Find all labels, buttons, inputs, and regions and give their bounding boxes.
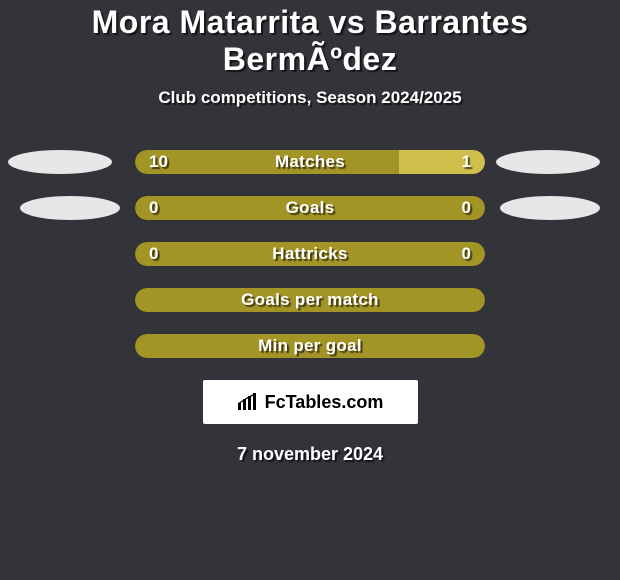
footer-date: 7 november 2024 — [0, 444, 620, 465]
subtitle: Club competitions, Season 2024/2025 — [0, 88, 620, 108]
stat-bar: 0 Goals 0 — [135, 196, 485, 220]
stat-row-hattricks: 0 Hattricks 0 — [0, 242, 620, 266]
chart-icon — [237, 393, 259, 411]
stat-label: Hattricks — [135, 242, 485, 266]
logo-text: FcTables.com — [265, 392, 384, 413]
stat-row-matches: 10 Matches 1 — [0, 150, 620, 174]
left-avatar-ellipse — [8, 150, 112, 174]
stat-label: Matches — [135, 150, 485, 174]
stat-bar: Min per goal — [135, 334, 485, 358]
stat-right-value: 0 — [462, 196, 471, 220]
fctables-logo: FcTables.com — [203, 380, 418, 424]
stat-label: Goals — [135, 196, 485, 220]
stat-label: Min per goal — [135, 334, 485, 358]
left-avatar-ellipse — [20, 196, 120, 220]
stat-bar: 0 Hattricks 0 — [135, 242, 485, 266]
stat-right-value: 1 — [462, 150, 471, 174]
stat-row-min-per-goal: Min per goal — [0, 334, 620, 358]
right-avatar-ellipse — [500, 196, 600, 220]
stat-bar: 10 Matches 1 — [135, 150, 485, 174]
stat-row-goals: 0 Goals 0 — [0, 196, 620, 220]
stat-bar: Goals per match — [135, 288, 485, 312]
stat-right-value: 0 — [462, 242, 471, 266]
stat-row-goals-per-match: Goals per match — [0, 288, 620, 312]
stat-rows: 10 Matches 1 0 Goals 0 0 Hattricks 0 — [0, 150, 620, 358]
page-title: Mora Matarrita vs Barrantes BermÃºdez — [0, 4, 620, 78]
right-avatar-ellipse — [496, 150, 600, 174]
stat-label: Goals per match — [135, 288, 485, 312]
